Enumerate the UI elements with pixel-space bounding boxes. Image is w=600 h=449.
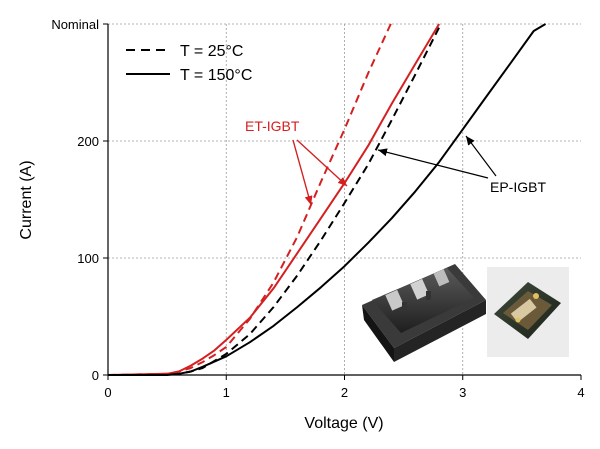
x-tick-label-2: 2 [341, 385, 348, 400]
y-tick-label-3: Nominal [51, 17, 99, 32]
x-axis-title: Voltage (V) [304, 415, 383, 432]
annotation-et-igbt: ET-IGBT [245, 118, 348, 206]
annotation-ep-igbt: EP-IGBT [377, 135, 546, 195]
axes [103, 23, 582, 380]
y-tick-label-0: 0 [92, 368, 99, 383]
series-line-ep-igbt-25c [108, 27, 440, 376]
igbt-module-photo [362, 264, 486, 362]
data-series [107, 21, 547, 376]
y-tick-label-2: 200 [77, 134, 99, 149]
annotation-ep-igbt-arrow-dashed [377, 148, 489, 179]
legend-label-25c: T = 25°C [180, 43, 243, 60]
tick-labels: 0 1 2 3 4 0 100 200 Nominal [51, 17, 584, 400]
legend-label-150c: T = 150°C [180, 67, 252, 84]
series-line-et-igbt-150c [107, 23, 440, 376]
x-tick-label-4: 4 [577, 385, 584, 400]
legend: T = 25°C T = 150°C [126, 43, 252, 84]
annotation-et-igbt-arrow-dashed [292, 139, 313, 206]
series-line-ep-igbt-150c [108, 23, 547, 376]
y-axis-title: Current (A) [18, 160, 35, 239]
annotation-et-igbt-arrow-solid [296, 139, 348, 187]
series-line-et-igbt-25c [107, 21, 393, 376]
y-tick-label-1: 100 [77, 251, 99, 266]
annotation-et-igbt-label: ET-IGBT [245, 118, 300, 134]
annotation-ep-igbt-label: EP-IGBT [490, 179, 546, 195]
x-tick-label-0: 0 [104, 385, 111, 400]
x-tick-label-3: 3 [459, 385, 466, 400]
x-tick-label-1: 1 [223, 385, 230, 400]
annotation-ep-igbt-arrow-solid [465, 135, 497, 177]
igbt-chip-photo [487, 267, 569, 357]
